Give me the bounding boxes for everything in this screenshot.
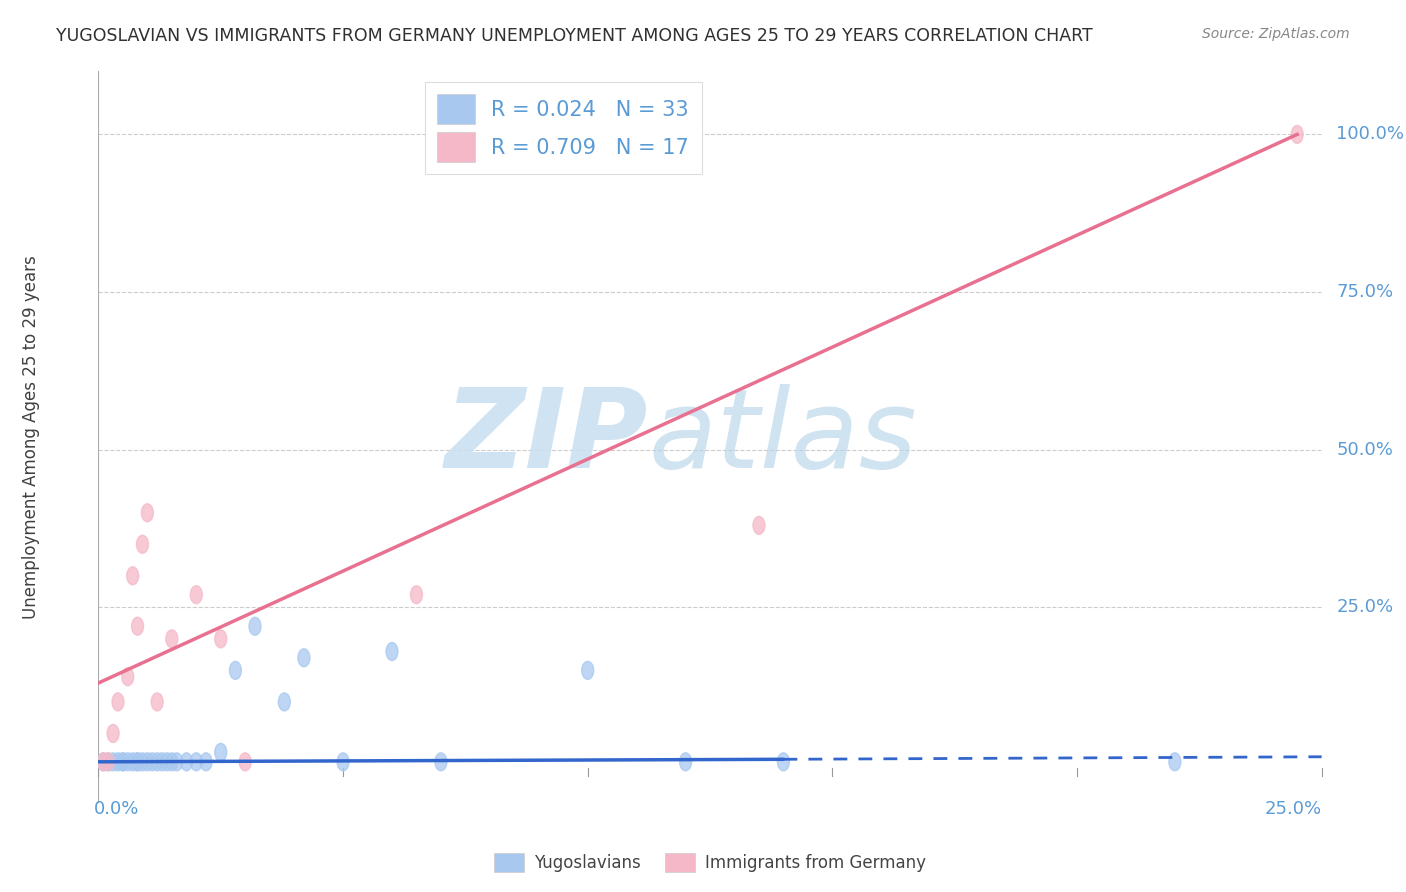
Ellipse shape [160,753,173,771]
Ellipse shape [107,724,120,742]
Text: 25.0%: 25.0% [1336,599,1393,616]
Ellipse shape [1168,753,1181,771]
Legend: Yugoslavians, Immigrants from Germany: Yugoslavians, Immigrants from Germany [486,846,934,879]
Ellipse shape [132,617,143,635]
Ellipse shape [127,566,139,585]
Ellipse shape [1291,126,1303,144]
Ellipse shape [103,753,114,771]
Ellipse shape [142,504,153,522]
Ellipse shape [117,753,129,771]
Ellipse shape [122,753,134,771]
Ellipse shape [180,753,193,771]
Ellipse shape [200,753,212,771]
Ellipse shape [103,753,114,771]
Text: Unemployment Among Ages 25 to 29 years: Unemployment Among Ages 25 to 29 years [22,255,41,619]
Ellipse shape [112,693,124,711]
Ellipse shape [754,516,765,534]
Text: 75.0%: 75.0% [1336,283,1393,301]
Ellipse shape [387,642,398,660]
Ellipse shape [132,753,143,771]
Text: Source: ZipAtlas.com: Source: ZipAtlas.com [1202,27,1350,41]
Text: YUGOSLAVIAN VS IMMIGRANTS FROM GERMANY UNEMPLOYMENT AMONG AGES 25 TO 29 YEARS CO: YUGOSLAVIAN VS IMMIGRANTS FROM GERMANY U… [56,27,1092,45]
Ellipse shape [97,753,110,771]
Ellipse shape [166,630,177,648]
Ellipse shape [117,753,129,771]
Ellipse shape [156,753,169,771]
Ellipse shape [778,753,789,771]
Ellipse shape [136,535,149,553]
Text: 50.0%: 50.0% [1336,441,1393,458]
Ellipse shape [142,753,153,771]
Ellipse shape [190,753,202,771]
Ellipse shape [249,617,262,635]
Text: 0.0%: 0.0% [94,799,139,818]
Text: 25.0%: 25.0% [1264,799,1322,818]
Ellipse shape [150,693,163,711]
Ellipse shape [136,753,149,771]
Ellipse shape [146,753,159,771]
Ellipse shape [150,753,163,771]
Ellipse shape [239,753,252,771]
Ellipse shape [97,753,110,771]
Ellipse shape [112,753,124,771]
Ellipse shape [190,586,202,604]
Ellipse shape [298,648,309,667]
Ellipse shape [337,753,349,771]
Ellipse shape [229,661,242,680]
Ellipse shape [411,586,422,604]
Ellipse shape [278,693,291,711]
Ellipse shape [582,661,593,680]
Ellipse shape [166,753,177,771]
Ellipse shape [132,753,143,771]
Ellipse shape [215,743,226,762]
Ellipse shape [122,668,134,686]
Text: 100.0%: 100.0% [1336,126,1405,144]
Text: atlas: atlas [648,384,918,491]
Text: ZIP: ZIP [446,384,648,491]
Ellipse shape [679,753,692,771]
Ellipse shape [434,753,447,771]
Ellipse shape [215,630,226,648]
Ellipse shape [107,753,120,771]
Ellipse shape [170,753,183,771]
Ellipse shape [127,753,139,771]
